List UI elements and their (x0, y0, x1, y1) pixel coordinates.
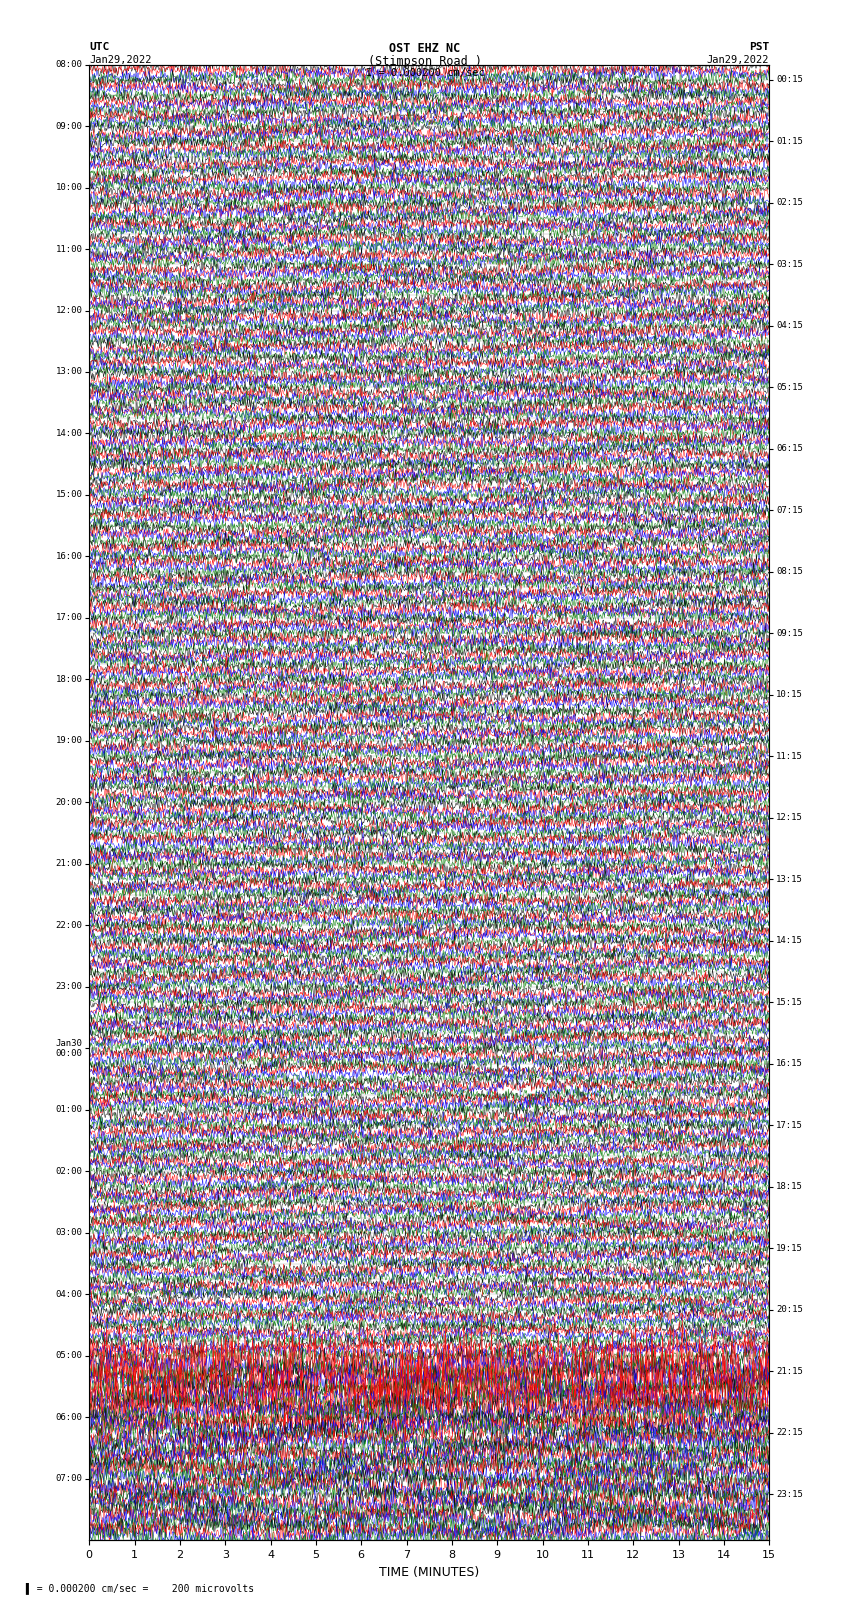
Text: PST: PST (749, 42, 769, 52)
X-axis label: TIME (MINUTES): TIME (MINUTES) (379, 1566, 479, 1579)
Text: I = 0.000200 cm/sec: I = 0.000200 cm/sec (366, 68, 484, 77)
Text: OST EHZ NC: OST EHZ NC (389, 42, 461, 55)
Text: UTC: UTC (89, 42, 110, 52)
Text: Jan29,2022: Jan29,2022 (89, 55, 152, 65)
Text: (Stimpson Road ): (Stimpson Road ) (368, 55, 482, 68)
Text: ▌ = 0.000200 cm/sec =    200 microvolts: ▌ = 0.000200 cm/sec = 200 microvolts (26, 1582, 255, 1594)
Text: Jan29,2022: Jan29,2022 (706, 55, 769, 65)
